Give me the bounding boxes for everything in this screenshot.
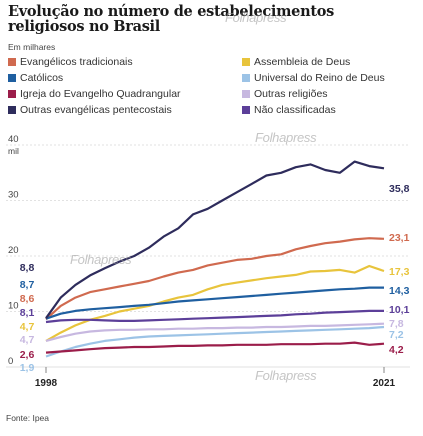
legend-label: Outras religiões bbox=[254, 88, 328, 100]
chart-title: Evolução no número de estabelecimentos r… bbox=[8, 3, 334, 35]
series-line bbox=[45, 264, 385, 342]
end-data-label: 7,8 bbox=[389, 318, 404, 330]
legend-label: Católicos bbox=[20, 72, 64, 84]
x-tick-label: 2021 bbox=[373, 378, 396, 389]
legend-label: Assembleia de Deus bbox=[254, 56, 351, 68]
watermark: Folhapress bbox=[70, 252, 132, 267]
chart-source: Fonte: Ipea bbox=[6, 413, 50, 423]
watermark: Folhapress bbox=[255, 130, 317, 145]
start-data-label: 2,6 bbox=[20, 349, 35, 361]
series-line bbox=[45, 322, 385, 342]
legend-label: Igreja do Evangelho Quadrangular bbox=[20, 88, 181, 100]
legend-swatch bbox=[8, 58, 16, 66]
start-data-label: 8,7 bbox=[20, 279, 35, 291]
end-data-label: 7,2 bbox=[389, 329, 404, 341]
legend-swatch bbox=[242, 106, 250, 114]
end-data-label: 10,1 bbox=[389, 304, 410, 316]
legend-swatch bbox=[8, 74, 16, 82]
legend-item: Igreja do Evangelho Quadrangular bbox=[8, 88, 181, 100]
end-data-label: 17,3 bbox=[389, 266, 410, 278]
legend-label: Outras evangélicas pentecostais bbox=[20, 104, 172, 116]
legend-swatch bbox=[242, 74, 250, 82]
legend-item: Não classificadas bbox=[242, 104, 336, 116]
y-tick-label: 0 bbox=[8, 356, 13, 367]
legend-label: Não classificadas bbox=[254, 104, 336, 116]
legend-item: Outras evangélicas pentecostais bbox=[8, 104, 172, 116]
watermark: Folhapress bbox=[225, 10, 287, 25]
start-data-label: 4,7 bbox=[20, 334, 35, 346]
legend-item: Universal do Reino de Deus bbox=[242, 72, 385, 84]
start-data-label: 4,7 bbox=[20, 321, 35, 333]
end-data-label: 23,1 bbox=[389, 232, 410, 244]
legend-item: Evangélicos tradicionais bbox=[8, 56, 133, 68]
legend-swatch bbox=[242, 58, 250, 66]
series-line bbox=[45, 341, 385, 354]
legend-item: Católicos bbox=[8, 72, 63, 84]
y-tick-unit: mil bbox=[8, 146, 19, 156]
chart-subtitle: Em milhares bbox=[8, 42, 56, 52]
end-data-label: 35,8 bbox=[389, 183, 410, 195]
start-data-label: 1,9 bbox=[20, 362, 35, 374]
legend-swatch bbox=[8, 106, 16, 114]
series-line bbox=[45, 160, 385, 319]
legend-swatch bbox=[242, 90, 250, 98]
x-tick-label: 1998 bbox=[35, 378, 58, 389]
legend-swatch bbox=[8, 90, 16, 98]
series-line bbox=[45, 237, 385, 321]
end-data-label: 4,2 bbox=[389, 344, 404, 356]
y-tick-label: 10 bbox=[8, 301, 19, 312]
series-line bbox=[45, 286, 384, 320]
y-tick-label: 30 bbox=[8, 190, 19, 201]
legend-label: Universal do Reino de Deus bbox=[254, 72, 385, 84]
start-data-label: 8,6 bbox=[20, 293, 35, 305]
series-line bbox=[45, 325, 385, 358]
y-tick-label: 40 bbox=[8, 134, 19, 145]
y-tick-label: 20 bbox=[8, 245, 19, 256]
start-data-label: 8,1 bbox=[20, 307, 35, 319]
legend-label: Evangélicos tradicionais bbox=[20, 56, 133, 68]
series-line bbox=[45, 309, 384, 324]
end-data-label: 14,3 bbox=[389, 285, 410, 297]
legend-item: Assembleia de Deus bbox=[242, 56, 350, 68]
watermark: Folhapress bbox=[255, 368, 317, 383]
legend-item: Outras religiões bbox=[242, 88, 328, 100]
start-data-label: 8,8 bbox=[20, 262, 35, 274]
